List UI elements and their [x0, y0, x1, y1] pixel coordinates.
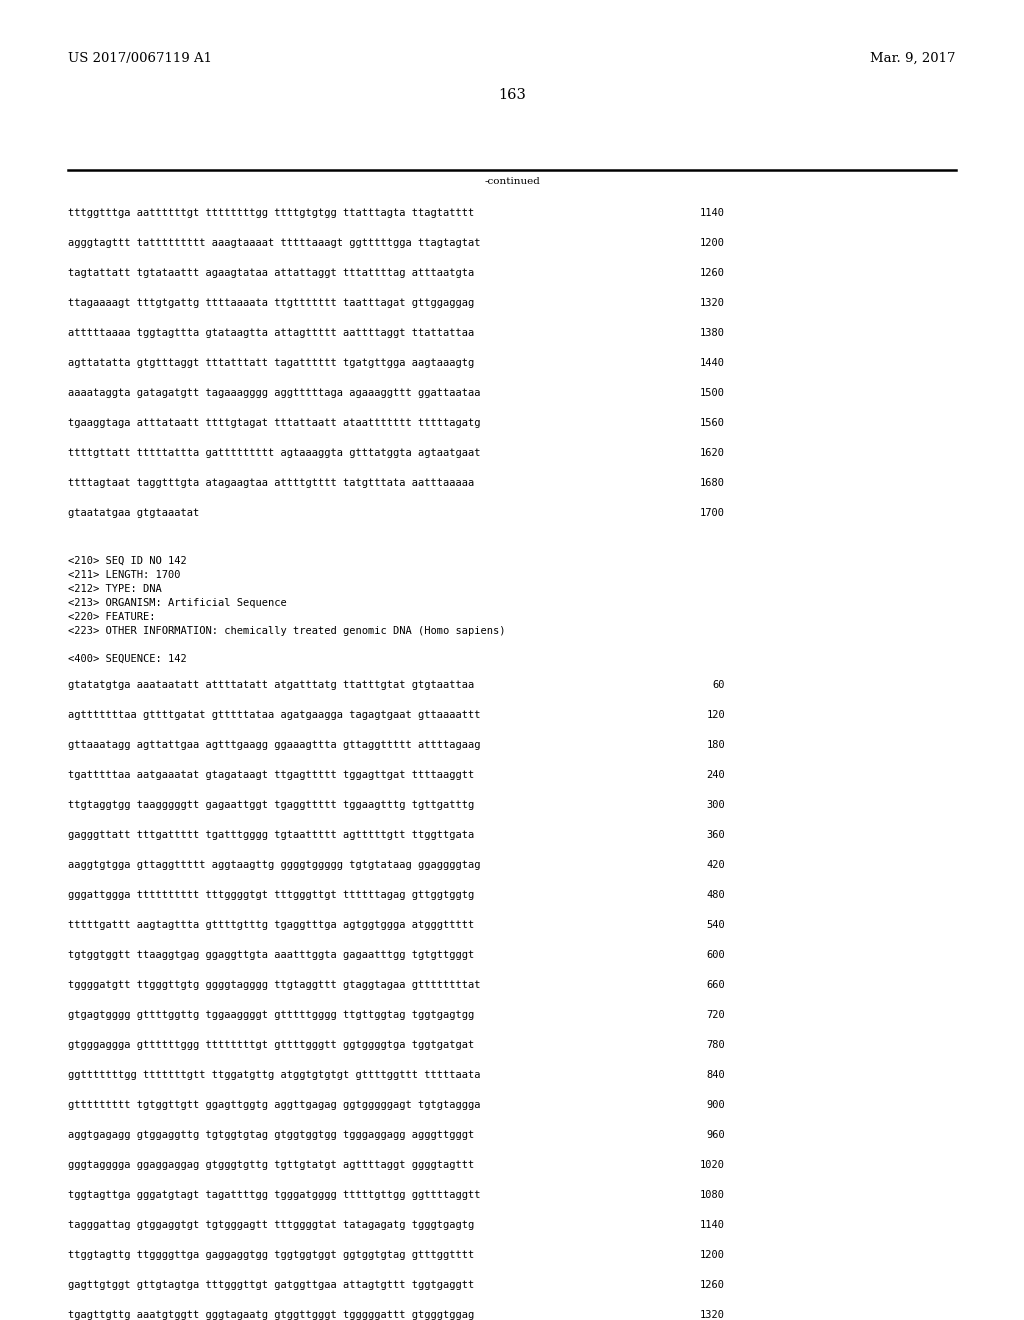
Text: 240: 240	[707, 770, 725, 780]
Text: 540: 540	[707, 920, 725, 931]
Text: gggtagggga ggaggaggag gtgggtgttg tgttgtatgt agttttaggt ggggtagttt: gggtagggga ggaggaggag gtgggtgttg tgttgta…	[68, 1160, 474, 1170]
Text: gagggttatt tttgattttt tgatttgggg tgtaattttt agtttttgtt ttggttgata: gagggttatt tttgattttt tgatttgggg tgtaatt…	[68, 830, 474, 840]
Text: 900: 900	[707, 1100, 725, 1110]
Text: gttaaatagg agttattgaa agtttgaagg ggaaagttta gttaggttttt attttagaag: gttaaatagg agttattgaa agtttgaagg ggaaagt…	[68, 741, 480, 750]
Text: <212> TYPE: DNA: <212> TYPE: DNA	[68, 583, 162, 594]
Text: 1140: 1140	[700, 209, 725, 218]
Text: 600: 600	[707, 950, 725, 960]
Text: 840: 840	[707, 1071, 725, 1080]
Text: 660: 660	[707, 979, 725, 990]
Text: 1440: 1440	[700, 358, 725, 368]
Text: 1260: 1260	[700, 268, 725, 279]
Text: 1020: 1020	[700, 1160, 725, 1170]
Text: 1320: 1320	[700, 298, 725, 308]
Text: ggtttttttgg tttttttgtt ttggatgttg atggtgtgtgt gttttggttt tttttaata: ggtttttttgg tttttttgtt ttggatgttg atggtg…	[68, 1071, 480, 1080]
Text: tagtattatt tgtataattt agaagtataa attattaggt tttattttag atttaatgta: tagtattatt tgtataattt agaagtataa attatta…	[68, 268, 474, 279]
Text: tgaaggtaga atttataatt ttttgtagat tttattaatt ataattttttt tttttagatg: tgaaggtaga atttataatt ttttgtagat tttatta…	[68, 418, 480, 428]
Text: 780: 780	[707, 1040, 725, 1049]
Text: 1620: 1620	[700, 447, 725, 458]
Text: 720: 720	[707, 1010, 725, 1020]
Text: tagggattag gtggaggtgt tgtgggagtt tttggggtat tatagagatg tgggtgagtg: tagggattag gtggaggtgt tgtgggagtt tttgggg…	[68, 1220, 474, 1230]
Text: atttttaaaa tggtagttta gtataagtta attagttttt aattttaggt ttattattaa: atttttaaaa tggtagttta gtataagtta attagtt…	[68, 327, 474, 338]
Text: <223> OTHER INFORMATION: chemically treated genomic DNA (Homo sapiens): <223> OTHER INFORMATION: chemically trea…	[68, 626, 506, 636]
Text: ttttgttatt tttttattta gattttttttt agtaaaggta gtttatggta agtaatgaat: ttttgttatt tttttattta gattttttttt agtaaa…	[68, 447, 480, 458]
Text: 360: 360	[707, 830, 725, 840]
Text: 420: 420	[707, 861, 725, 870]
Text: tgatttttaa aatgaaatat gtagataagt ttgagttttt tggagttgat ttttaaggtt: tgatttttaa aatgaaatat gtagataagt ttgagtt…	[68, 770, 474, 780]
Text: 1560: 1560	[700, 418, 725, 428]
Text: 1500: 1500	[700, 388, 725, 399]
Text: tgtggtggtt ttaaggtgag ggaggttgta aaatttggta gagaatttgg tgtgttgggt: tgtggtggtt ttaaggtgag ggaggttgta aaatttg…	[68, 950, 474, 960]
Text: 180: 180	[707, 741, 725, 750]
Text: gtgggaggga gttttttggg ttttttttgt gttttgggtt ggtggggtga tggtgatgat: gtgggaggga gttttttggg ttttttttgt gttttgg…	[68, 1040, 474, 1049]
Text: 60: 60	[713, 680, 725, 690]
Text: <220> FEATURE:: <220> FEATURE:	[68, 612, 156, 622]
Text: tttttgattt aagtagttta gttttgtttg tgaggtttga agtggtggga atgggttttt: tttttgattt aagtagttta gttttgtttg tgaggtt…	[68, 920, 474, 931]
Text: ttgtaggtgg taagggggtt gagaattggt tgaggttttt tggaagtttg tgttgatttg: ttgtaggtgg taagggggtt gagaattggt tgaggtt…	[68, 800, 474, 810]
Text: 163: 163	[498, 88, 526, 102]
Text: 1380: 1380	[700, 327, 725, 338]
Text: tttggtttga aattttttgt ttttttttgg ttttgtgtgg ttatttagta ttagtatttt: tttggtttga aattttttgt ttttttttgg ttttgtg…	[68, 209, 474, 218]
Text: 1680: 1680	[700, 478, 725, 488]
Text: Mar. 9, 2017: Mar. 9, 2017	[870, 51, 956, 65]
Text: <213> ORGANISM: Artificial Sequence: <213> ORGANISM: Artificial Sequence	[68, 598, 287, 609]
Text: aaggtgtgga gttaggttttt aggtaagttg ggggtggggg tgtgtataag ggaggggtag: aaggtgtgga gttaggttttt aggtaagttg ggggtg…	[68, 861, 480, 870]
Text: ttttagtaat taggtttgta atagaagtaa attttgtttt tatgtttata aatttaaaaa: ttttagtaat taggtttgta atagaagtaa attttgt…	[68, 478, 474, 488]
Text: 1080: 1080	[700, 1191, 725, 1200]
Text: <400> SEQUENCE: 142: <400> SEQUENCE: 142	[68, 653, 186, 664]
Text: 300: 300	[707, 800, 725, 810]
Text: gtaatatgaa gtgtaaatat: gtaatatgaa gtgtaaatat	[68, 508, 200, 517]
Text: agtttttttaa gttttgatat gtttttataa agatgaagga tagagtgaat gttaaaattt: agtttttttaa gttttgatat gtttttataa agatga…	[68, 710, 480, 719]
Text: tgagttgttg aaatgtggtt gggtagaatg gtggttgggt tgggggattt gtgggtggag: tgagttgttg aaatgtggtt gggtagaatg gtggttg…	[68, 1309, 474, 1320]
Text: gagttgtggt gttgtagtga tttgggttgt gatggttgaa attagtgttt tggtgaggtt: gagttgtggt gttgtagtga tttgggttgt gatggtt…	[68, 1280, 474, 1290]
Text: tggggatgtt ttgggttgtg ggggtagggg ttgtaggttt gtaggtagaa gttttttttat: tggggatgtt ttgggttgtg ggggtagggg ttgtagg…	[68, 979, 480, 990]
Text: US 2017/0067119 A1: US 2017/0067119 A1	[68, 51, 212, 65]
Text: tggtagttga gggatgtagt tagattttgg tgggatgggg tttttgttgg ggttttaggtt: tggtagttga gggatgtagt tagattttgg tgggatg…	[68, 1191, 480, 1200]
Text: 1140: 1140	[700, 1220, 725, 1230]
Text: 1320: 1320	[700, 1309, 725, 1320]
Text: ttagaaaagt tttgtgattg ttttaaaata ttgttttttt taatttagat gttggaggag: ttagaaaagt tttgtgattg ttttaaaata ttgtttt…	[68, 298, 474, 308]
Text: aggtgagagg gtggaggttg tgtggtgtag gtggtggtgg tgggaggagg agggttgggt: aggtgagagg gtggaggttg tgtggtgtag gtggtgg…	[68, 1130, 474, 1140]
Text: -continued: -continued	[484, 177, 540, 186]
Text: 120: 120	[707, 710, 725, 719]
Text: agggtagttt tattttttttt aaagtaaaat tttttaaagt ggtttttgga ttagtagtat: agggtagttt tattttttttt aaagtaaaat ttttta…	[68, 238, 480, 248]
Text: 1200: 1200	[700, 238, 725, 248]
Text: ttggtagttg ttggggttga gaggaggtgg tggtggtggt ggtggtgtag gtttggtttt: ttggtagttg ttggggttga gaggaggtgg tggtggt…	[68, 1250, 474, 1261]
Text: 960: 960	[707, 1130, 725, 1140]
Text: aaaataggta gatagatgtt tagaaagggg aggtttttaga agaaaggttt ggattaataa: aaaataggta gatagatgtt tagaaagggg aggtttt…	[68, 388, 480, 399]
Text: gtgagtgggg gttttggttg tggaaggggt gtttttgggg ttgttggtag tggtgagtgg: gtgagtgggg gttttggttg tggaaggggt gtttttg…	[68, 1010, 474, 1020]
Text: gtatatgtga aaataatatt attttatatt atgatttatg ttatttgtat gtgtaattaa: gtatatgtga aaataatatt attttatatt atgattt…	[68, 680, 474, 690]
Text: gttttttttt tgtggttgtt ggagttggtg aggttgagag ggtgggggagt tgtgtaggga: gttttttttt tgtggttgtt ggagttggtg aggttga…	[68, 1100, 480, 1110]
Text: <210> SEQ ID NO 142: <210> SEQ ID NO 142	[68, 556, 186, 566]
Text: 1260: 1260	[700, 1280, 725, 1290]
Text: <211> LENGTH: 1700: <211> LENGTH: 1700	[68, 570, 180, 579]
Text: 1200: 1200	[700, 1250, 725, 1261]
Text: gggattggga tttttttttt tttggggtgt tttgggttgt ttttttagag gttggtggtg: gggattggga tttttttttt tttggggtgt tttgggt…	[68, 890, 474, 900]
Text: 1700: 1700	[700, 508, 725, 517]
Text: agttatatta gtgtttaggt tttatttatt tagatttttt tgatgttgga aagtaaagtg: agttatatta gtgtttaggt tttatttatt tagattt…	[68, 358, 474, 368]
Text: 480: 480	[707, 890, 725, 900]
